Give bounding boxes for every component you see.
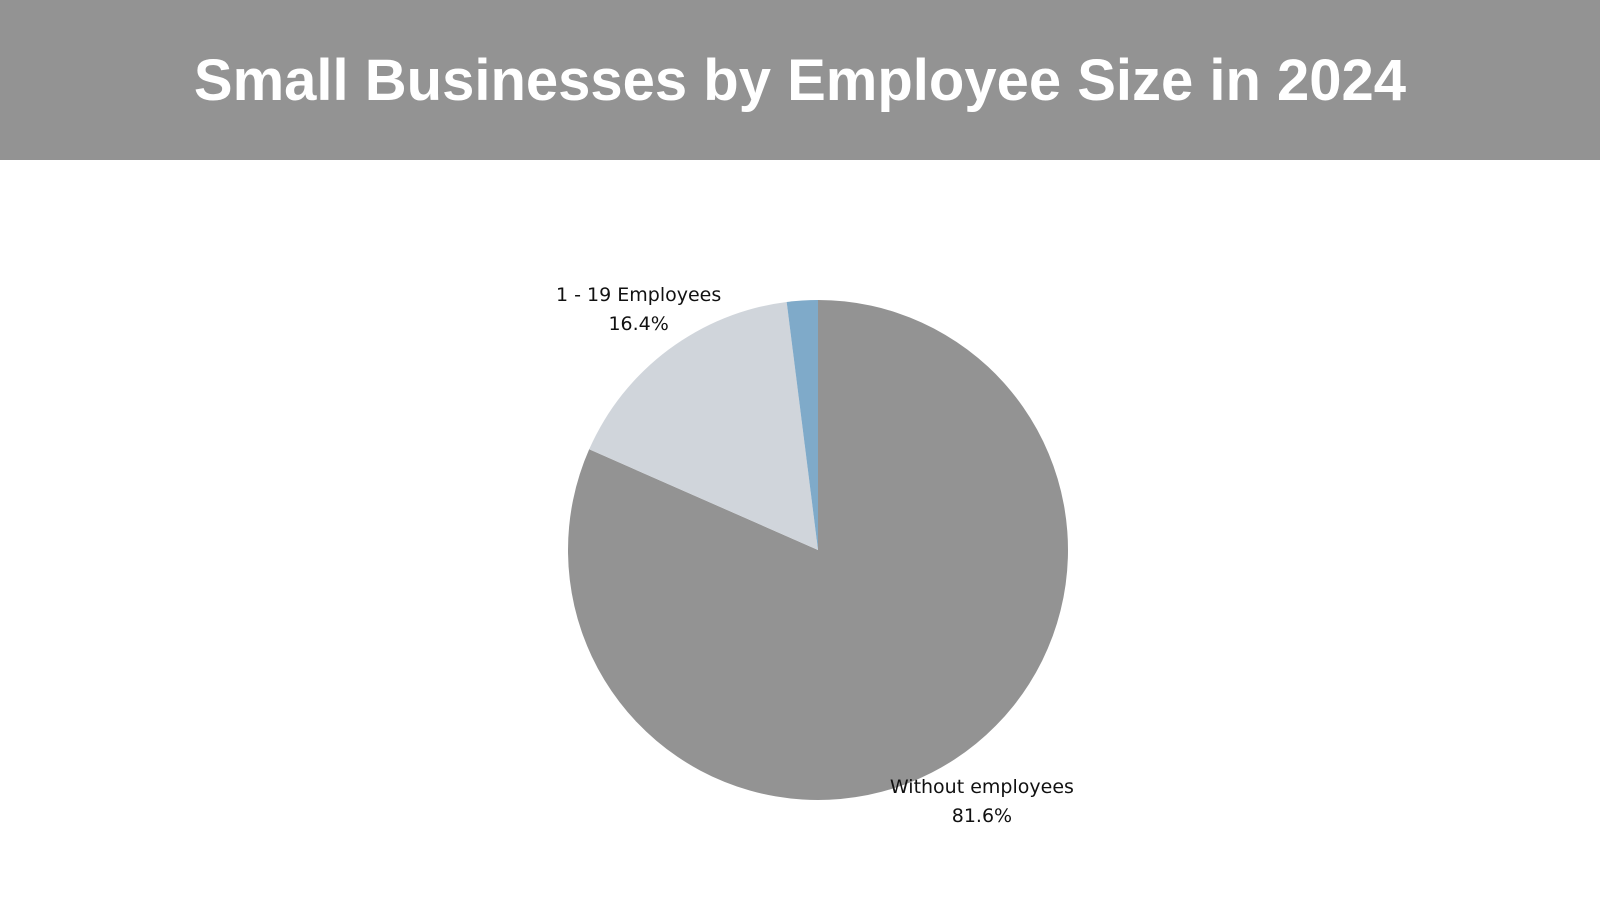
header: Small Businesses by Employee Size in 202… — [0, 0, 1600, 160]
pie-slice — [786, 300, 818, 550]
pie-slice — [589, 301, 818, 550]
slice-label: 1 - 19 Employees — [556, 284, 721, 306]
chart-title: Small Businesses by Employee Size in 202… — [193, 47, 1407, 113]
slice-value-label: 81.6% — [952, 805, 1012, 827]
slice-label: Without employees — [890, 776, 1074, 798]
slice-value-label: 16.4% — [608, 313, 668, 335]
